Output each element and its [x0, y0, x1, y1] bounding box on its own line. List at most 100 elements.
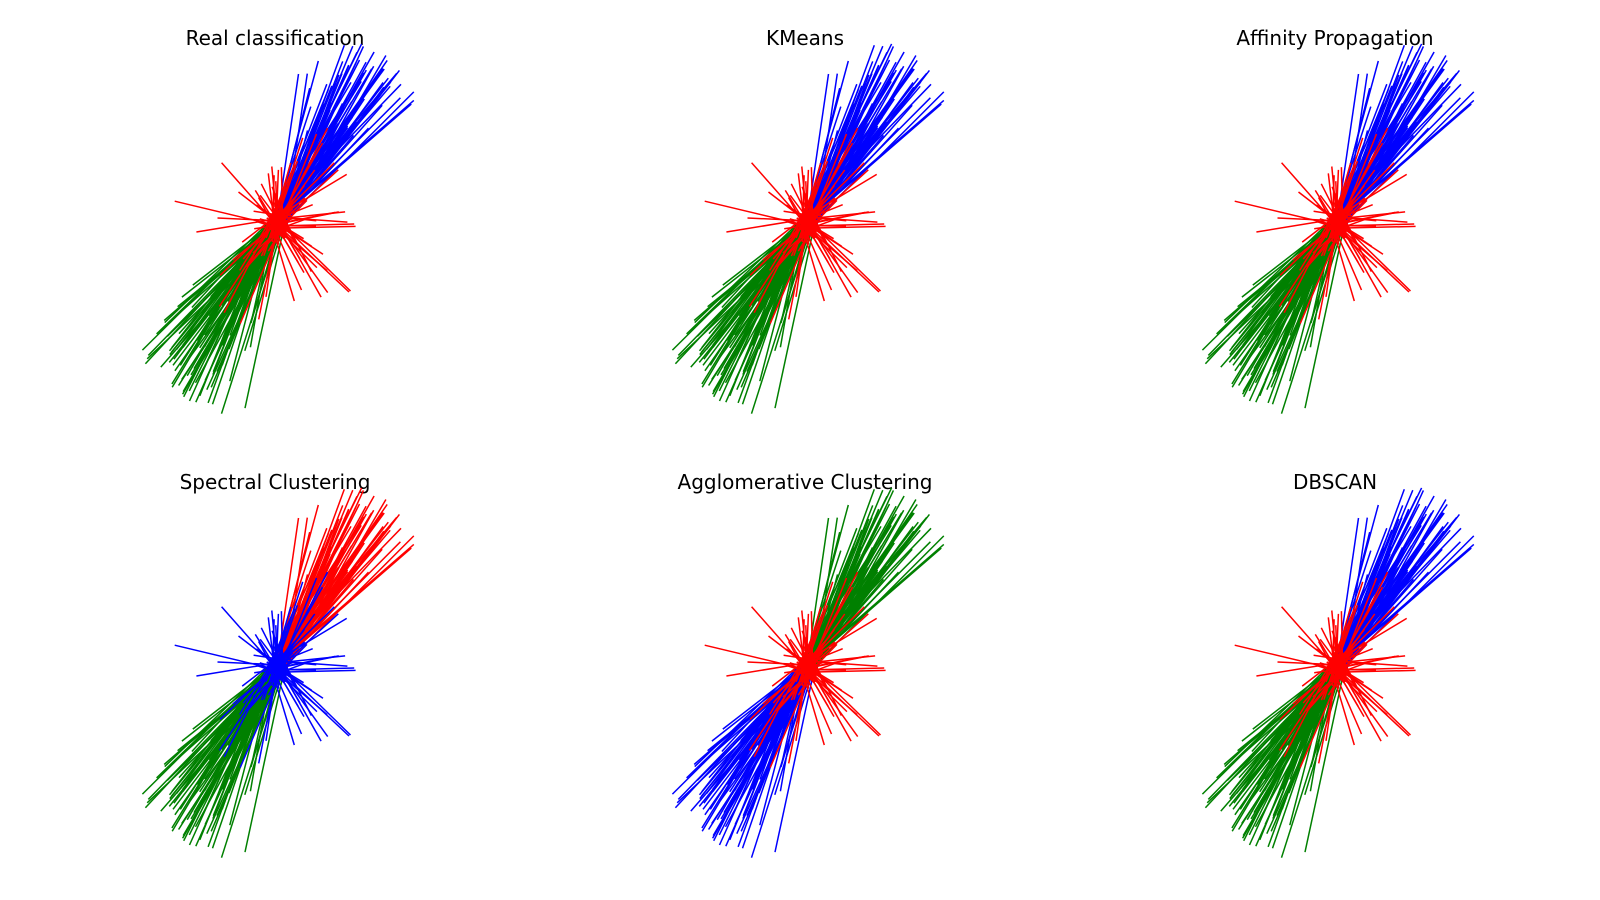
cluster-line: [802, 634, 811, 663]
cluster-line: [280, 200, 294, 229]
cluster-line: [272, 634, 281, 663]
cluster-line: [274, 660, 352, 736]
cluster-line: [1224, 217, 1334, 324]
cluster-line: [804, 669, 858, 716]
cluster-line: [274, 216, 352, 292]
cluster-line: [804, 604, 829, 669]
cluster-line: [1334, 660, 1412, 736]
cluster-line: [210, 223, 283, 388]
cluster-line: [801, 648, 843, 666]
cluster-line: [769, 214, 805, 271]
cluster-line: [810, 127, 859, 218]
cluster-line: [804, 660, 882, 736]
cluster-line: [1334, 604, 1359, 669]
cluster-line: [686, 220, 805, 335]
cluster-line: [809, 45, 884, 221]
cluster-line: [1304, 221, 1346, 409]
cluster-line: [280, 644, 294, 673]
cluster-line: [280, 223, 355, 227]
cluster-line: [812, 660, 878, 667]
cluster-line: [279, 45, 354, 221]
cluster-line: [1234, 200, 1336, 226]
cluster-line: [278, 606, 335, 663]
cluster-line: [1333, 487, 1423, 666]
cluster-line: [1333, 669, 1416, 674]
cluster-line: [1338, 606, 1395, 663]
panel-real-classification: Real classification: [141, 26, 415, 414]
cluster-line: [273, 227, 303, 291]
cluster-line: [1216, 664, 1335, 779]
cluster-line: [274, 225, 328, 272]
cluster-line: [1338, 162, 1395, 219]
cluster-line: [1304, 665, 1346, 853]
cluster-line: [279, 489, 354, 665]
cluster-line: [1340, 644, 1354, 673]
plot-area: [141, 487, 415, 858]
cluster-line: [1343, 169, 1399, 220]
cluster-line: [1333, 225, 1416, 230]
cluster-line: [740, 223, 813, 388]
cluster-line: [272, 190, 281, 219]
cluster-line: [804, 225, 858, 272]
cluster-line: [273, 669, 356, 674]
cluster-line: [774, 221, 816, 409]
cluster-line: [273, 487, 363, 666]
cluster-line: [748, 222, 806, 307]
cluster-line: [274, 630, 287, 662]
cluster-line: [1270, 667, 1343, 832]
cluster-line: [803, 669, 815, 675]
cluster-line: [156, 664, 275, 779]
cluster-line: [271, 204, 313, 222]
cluster-line: [282, 660, 348, 667]
cluster-line: [283, 169, 339, 220]
cluster-line: [281, 227, 301, 260]
cluster-line: [1343, 613, 1399, 664]
cluster-line: [811, 671, 831, 704]
cluster-line: [1331, 648, 1373, 666]
cluster-line: [244, 221, 286, 409]
cluster-line: [166, 666, 284, 781]
cluster-line: [283, 613, 339, 664]
cluster-line: [1334, 630, 1347, 662]
cluster-line: [804, 186, 817, 218]
cluster-line: [246, 220, 285, 268]
cluster-line: [803, 671, 833, 735]
cluster-line: [1306, 220, 1345, 268]
cluster-line: [810, 200, 824, 229]
cluster-line: [1334, 186, 1347, 218]
cluster-line: [1341, 227, 1361, 260]
cluster-line: [1333, 225, 1345, 231]
cluster-line: [239, 214, 275, 271]
cluster-line: [803, 669, 886, 674]
cluster-line: [1278, 666, 1336, 751]
cluster-line: [808, 162, 865, 219]
cluster-line: [696, 222, 814, 337]
cluster-line: [174, 200, 276, 226]
cluster-line: [1299, 658, 1335, 715]
cluster-line: [273, 43, 363, 222]
cluster-line: [774, 665, 816, 853]
cluster-line: [1332, 190, 1341, 219]
cluster-line: [804, 160, 829, 225]
cluster-line: [1292, 667, 1338, 705]
cluster-line: [1292, 223, 1338, 261]
cluster-line: [694, 217, 804, 324]
cluster-line: [810, 667, 885, 671]
cluster-line: [274, 186, 287, 218]
cluster-line: [273, 671, 303, 735]
cluster-line: [1342, 660, 1408, 667]
cluster-line: [1331, 204, 1373, 222]
panel-title: KMeans: [766, 26, 844, 50]
cluster-line: [156, 220, 275, 335]
cluster-line: [1341, 671, 1361, 704]
cluster-line: [164, 217, 274, 324]
panel-kmeans: KMeans: [671, 26, 945, 414]
cluster-line: [1333, 669, 1345, 675]
cluster-line: [1340, 200, 1354, 229]
cluster-line: [1278, 222, 1336, 307]
cluster-line: [810, 223, 885, 227]
cluster-line: [239, 658, 275, 715]
cluster-line: [1299, 214, 1335, 271]
cluster-line: [803, 43, 893, 222]
cluster-line: [1339, 45, 1414, 221]
